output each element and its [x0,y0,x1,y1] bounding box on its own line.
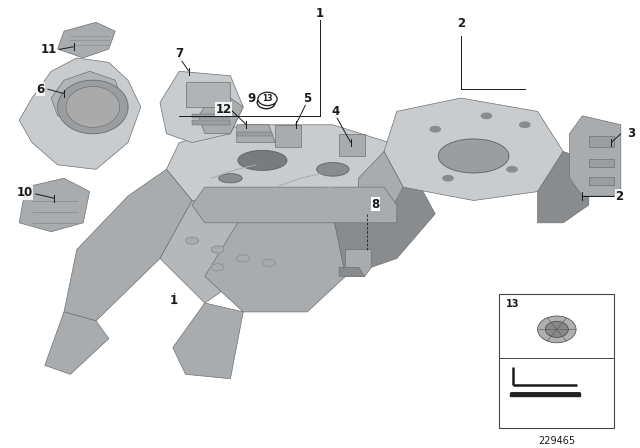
Polygon shape [262,259,275,267]
Text: 9: 9 [249,98,257,108]
Text: 8: 8 [371,198,380,211]
Polygon shape [346,250,371,276]
Text: 1: 1 [316,7,324,20]
Polygon shape [219,174,242,183]
Bar [589,159,614,167]
Text: 5: 5 [303,91,311,104]
Polygon shape [58,22,115,58]
Text: 7: 7 [175,47,183,60]
Polygon shape [192,187,397,223]
Polygon shape [430,126,440,132]
Text: 2: 2 [616,190,623,202]
Text: 4: 4 [332,105,339,118]
Text: 9: 9 [248,92,255,105]
Polygon shape [45,312,109,374]
Polygon shape [339,267,365,276]
Text: 11: 11 [40,43,57,56]
Bar [589,136,614,147]
Circle shape [257,96,275,109]
Text: 13: 13 [261,98,271,107]
Polygon shape [198,89,243,134]
Polygon shape [51,71,122,125]
Polygon shape [160,71,243,142]
Polygon shape [443,176,453,181]
Polygon shape [237,255,250,262]
Bar [237,132,272,136]
Polygon shape [58,80,128,134]
Text: 13: 13 [262,95,273,103]
Text: 229465: 229465 [538,436,575,446]
Polygon shape [384,98,563,201]
Bar [192,121,230,125]
Bar [192,114,230,118]
Polygon shape [166,125,416,214]
Polygon shape [317,163,349,176]
Bar [186,82,230,107]
Polygon shape [173,303,243,379]
Polygon shape [205,214,346,312]
Polygon shape [358,151,403,223]
Polygon shape [186,237,198,244]
Polygon shape [570,116,621,196]
Bar [589,177,614,185]
Polygon shape [237,125,275,142]
Polygon shape [333,178,435,276]
Polygon shape [160,201,243,303]
Text: 6: 6 [36,82,44,95]
Polygon shape [520,122,530,127]
Polygon shape [507,167,517,172]
Polygon shape [339,134,365,156]
Polygon shape [238,151,287,170]
Polygon shape [275,125,301,147]
Text: 13: 13 [506,298,519,309]
Text: 10: 10 [16,186,33,199]
Circle shape [258,92,277,106]
Bar [499,294,614,428]
Polygon shape [481,113,492,119]
Polygon shape [64,169,192,321]
Polygon shape [211,246,224,253]
Polygon shape [438,139,509,173]
Text: 12: 12 [215,103,232,116]
Polygon shape [510,393,580,396]
Polygon shape [19,58,141,169]
Polygon shape [211,264,224,271]
Text: 3: 3 [627,127,635,140]
Polygon shape [66,86,120,127]
Text: 1: 1 [170,294,178,307]
Polygon shape [538,151,589,223]
Circle shape [545,321,568,337]
Text: 2: 2 [457,17,465,30]
Polygon shape [19,178,90,232]
Circle shape [538,316,576,343]
